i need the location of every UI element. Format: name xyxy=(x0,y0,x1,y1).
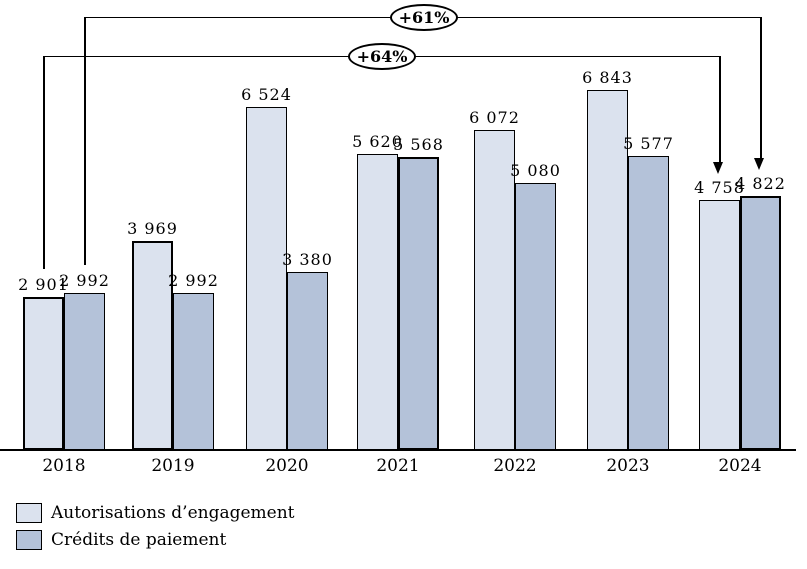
value-label-ae-2021: 5 620 xyxy=(352,132,403,152)
growth-bracket-64-left-vertical xyxy=(42,55,45,270)
year-label-2021: 2021 xyxy=(376,456,420,476)
legend-swatch-autorisations xyxy=(16,503,42,523)
value-label-ae-2018: 2 901 xyxy=(18,275,69,295)
bar-ae-2020 xyxy=(246,106,287,450)
legend-item-autorisations: Autorisations d’engagement xyxy=(16,503,295,523)
growth-bracket-61-right-vertical xyxy=(759,16,762,159)
year-label-2019: 2019 xyxy=(151,456,195,476)
legend-label-autorisations: Autorisations d’engagement xyxy=(51,503,295,523)
year-label-2023: 2023 xyxy=(606,456,650,476)
value-label-cp-2020: 3 380 xyxy=(282,250,333,270)
bar-ae-2019 xyxy=(132,241,173,450)
value-label-cp-2024: 4 822 xyxy=(735,174,786,194)
bar-cp-2019 xyxy=(173,292,214,450)
growth-arrowhead-61 xyxy=(754,158,764,171)
bar-cp-2024 xyxy=(740,196,781,450)
value-label-cp-2019: 2 992 xyxy=(168,270,219,290)
year-label-2024: 2024 xyxy=(718,456,762,476)
bar-ae-2023 xyxy=(587,89,628,450)
value-label-cp-2023: 5 577 xyxy=(623,134,674,154)
growth-oval-61: +61% xyxy=(390,3,458,31)
growth-arrowhead-64 xyxy=(713,161,723,174)
value-label-ae-2020: 6 524 xyxy=(241,84,292,104)
value-label-cp-2022: 5 080 xyxy=(510,160,561,180)
x-axis-line xyxy=(0,449,796,451)
value-label-ae-2023: 6 843 xyxy=(582,67,633,87)
bar-cp-2023 xyxy=(628,156,669,450)
value-label-ae-2024: 4 758 xyxy=(694,177,745,197)
growth-bracket-61-left-vertical xyxy=(83,16,86,265)
bar-ae-2021 xyxy=(357,154,398,450)
value-label-ae-2019: 3 969 xyxy=(127,219,178,239)
year-label-2022: 2022 xyxy=(493,456,537,476)
legend: Autorisations d’engagement Crédits de pa… xyxy=(16,503,295,557)
value-label-cp-2018: 2 992 xyxy=(59,270,110,290)
legend-label-credits: Crédits de paiement xyxy=(51,530,227,550)
year-label-2018: 2018 xyxy=(42,456,86,476)
bar-ae-2024 xyxy=(699,199,740,450)
growth-bracket-64-right-vertical xyxy=(718,55,721,162)
bar-cp-2022 xyxy=(515,182,556,450)
bar-ae-2018 xyxy=(23,297,64,450)
legend-swatch-credits xyxy=(16,530,42,550)
value-label-ae-2022: 6 072 xyxy=(469,108,520,128)
bar-ae-2022 xyxy=(474,130,515,450)
bar-cp-2020 xyxy=(287,272,328,450)
bar-cp-2021 xyxy=(398,156,439,450)
legend-item-credits: Crédits de paiement xyxy=(16,530,295,550)
growth-oval-64: +64% xyxy=(348,42,416,70)
value-label-cp-2021: 5 568 xyxy=(393,134,444,154)
bar-cp-2018 xyxy=(64,292,105,450)
year-label-2020: 2020 xyxy=(265,456,309,476)
